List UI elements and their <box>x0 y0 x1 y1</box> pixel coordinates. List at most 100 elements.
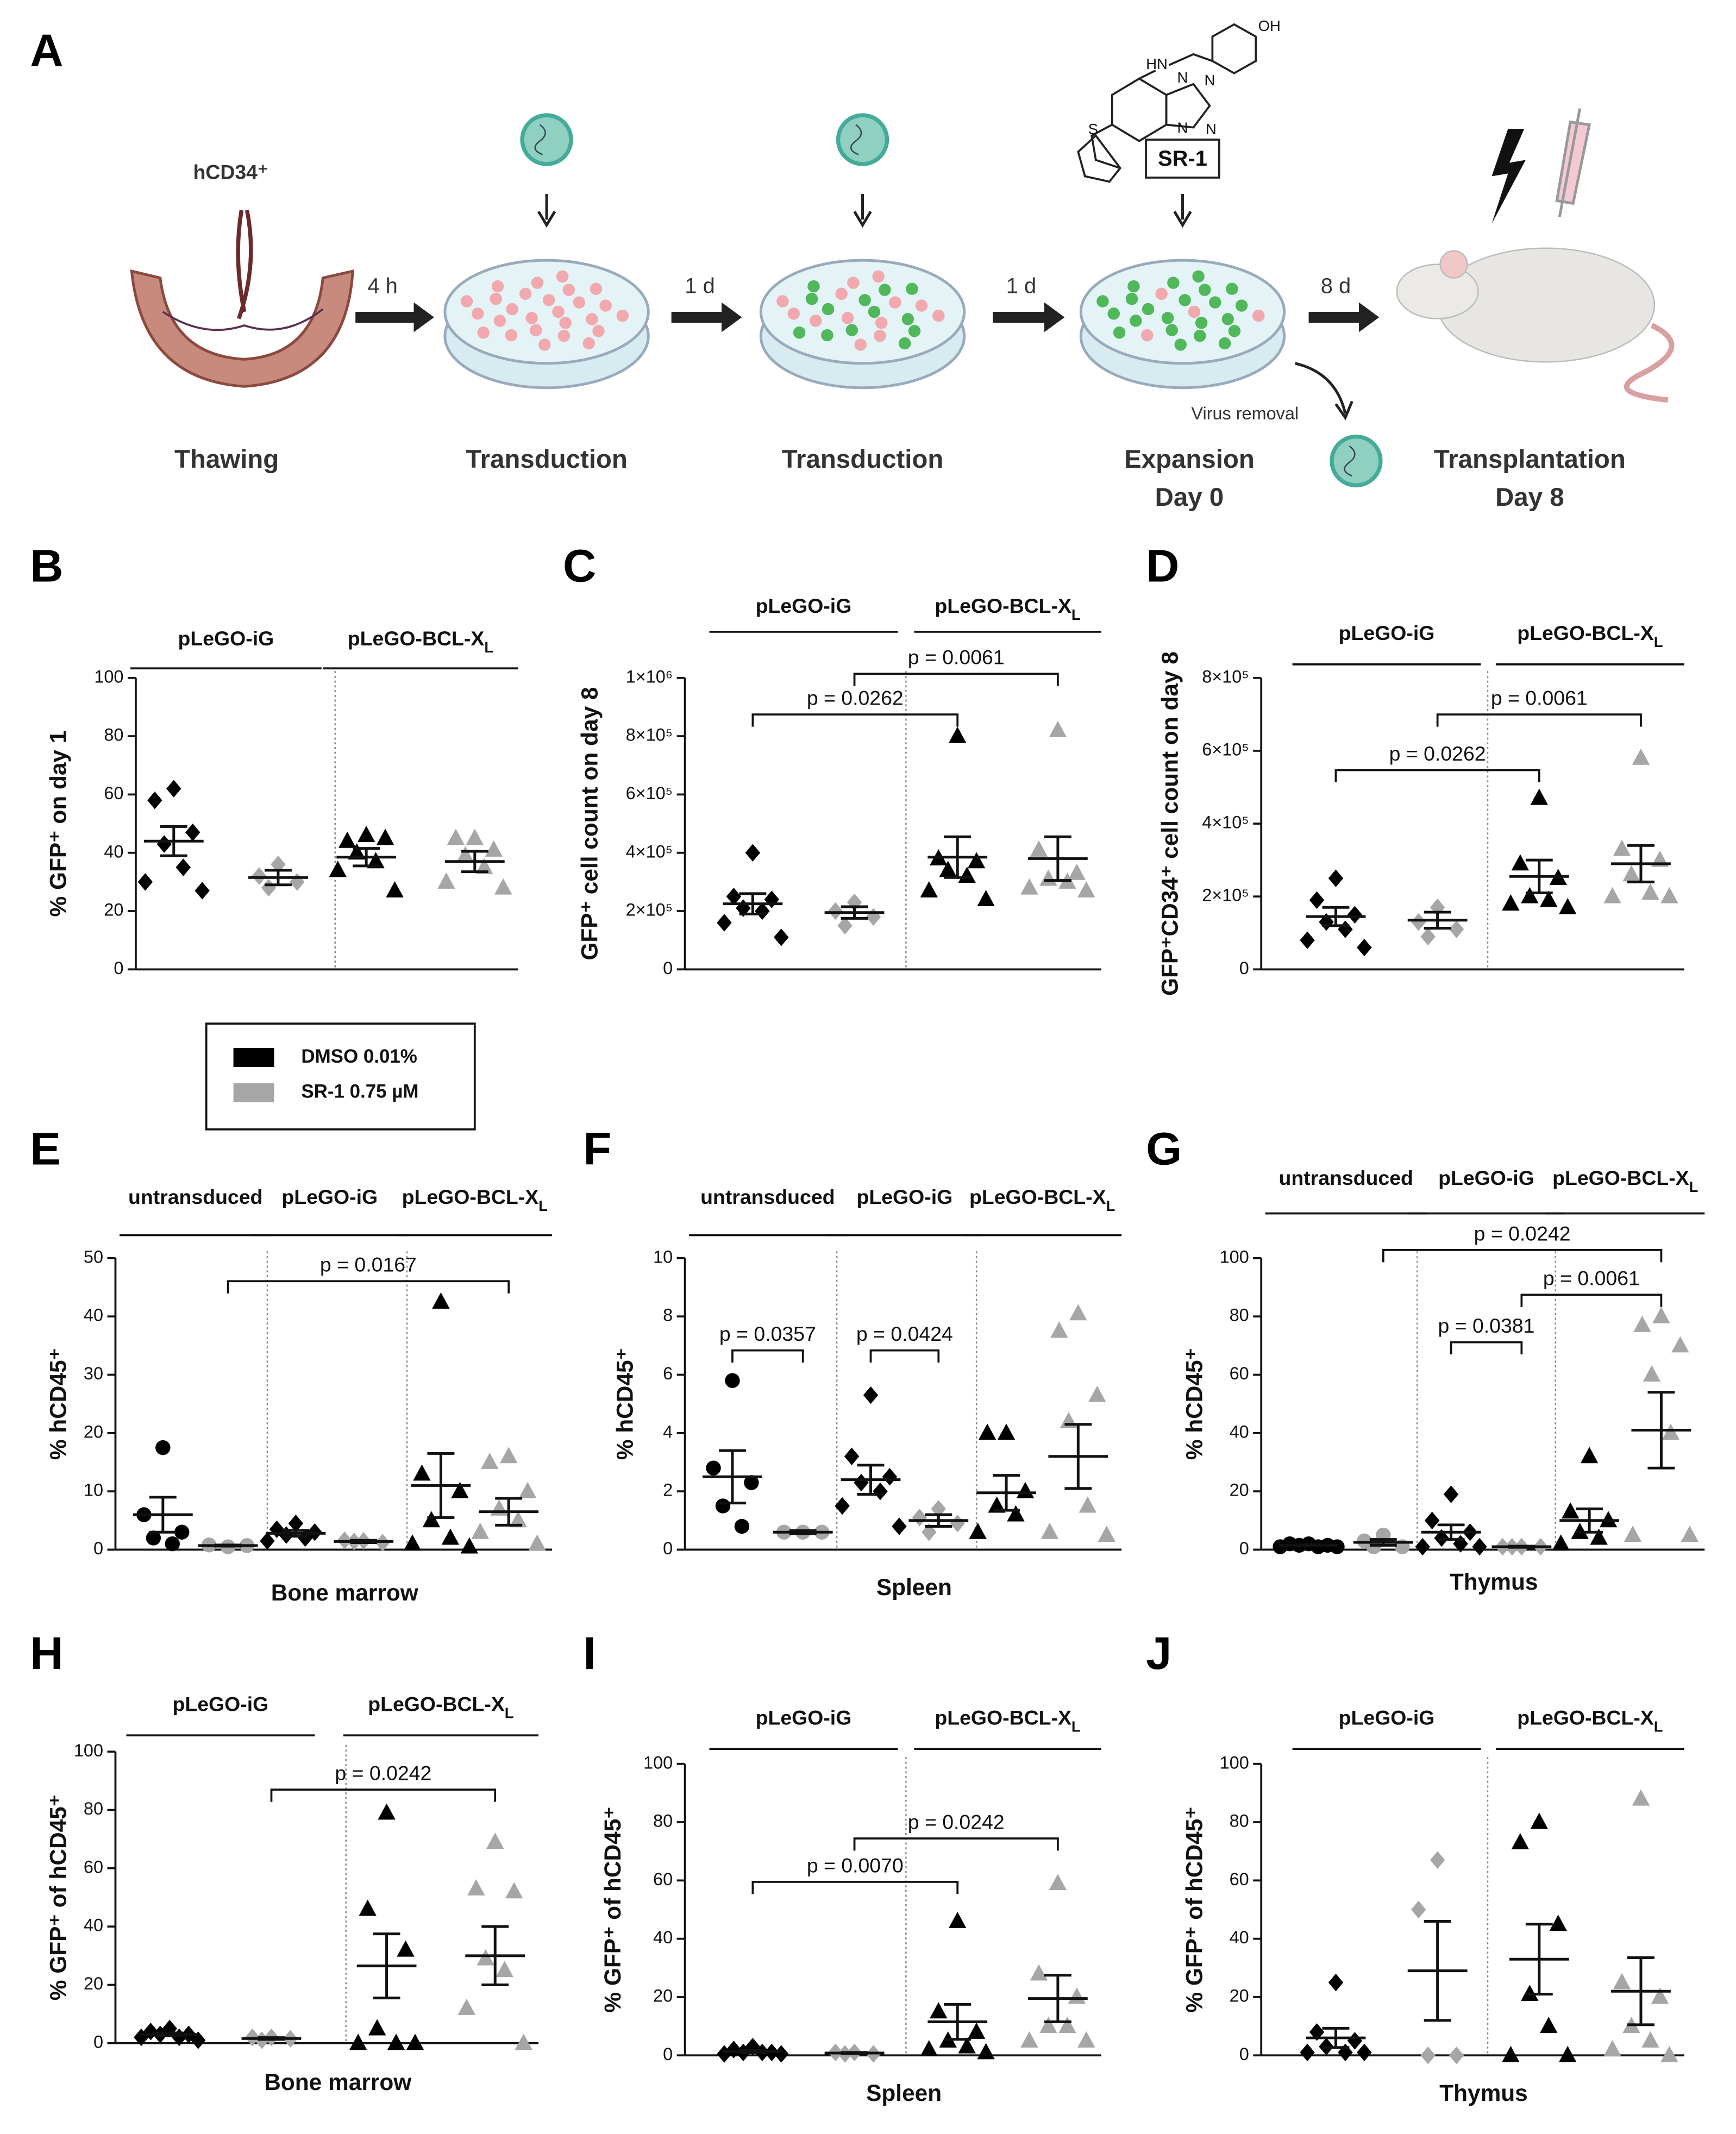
data-point <box>1020 878 1038 895</box>
significance-bracket <box>853 673 1059 686</box>
cell <box>901 313 914 325</box>
data-point <box>156 835 172 853</box>
legend-label: DMSO 0.01% <box>301 1046 417 1067</box>
x-axis-label: Bone marrow <box>271 1580 419 1605</box>
syringe-icon <box>1555 108 1591 217</box>
y-tick-label: 40 <box>84 1305 103 1325</box>
data-point <box>977 2043 995 2060</box>
data-point <box>1049 1874 1067 1891</box>
data-point <box>837 917 853 935</box>
y-tick-label: 60 <box>653 1869 673 1889</box>
y-tick-label: 60 <box>1230 1364 1249 1383</box>
sem-bar <box>993 1474 1020 1512</box>
data-point <box>1472 1537 1487 1556</box>
data-point <box>486 1832 504 1849</box>
x-axis-label: Spleen <box>866 2080 942 2106</box>
data-point <box>359 1899 377 1916</box>
data-point <box>437 872 455 889</box>
sem-bar <box>789 1529 817 1535</box>
data-point <box>441 1528 460 1545</box>
data-point <box>1077 2031 1095 2048</box>
p-value-label: p = 0.0061 <box>1491 687 1588 710</box>
y-tick-label: 100 <box>74 1741 103 1760</box>
significance-bracket <box>1520 1294 1663 1307</box>
data-point <box>1039 2017 1057 2033</box>
ring <box>1077 134 1122 183</box>
data-point <box>1068 863 1086 880</box>
data-point <box>190 2031 206 2049</box>
data-point <box>471 1522 489 1539</box>
data-point <box>930 2002 948 2019</box>
cell <box>460 295 473 307</box>
group-header-text: pLeGO-BCL-X <box>935 594 1071 617</box>
data-point <box>1309 2023 1325 2041</box>
data-point <box>481 1452 499 1469</box>
stage-label: Transduction <box>782 445 944 474</box>
p-value-label: p = 0.0070 <box>807 1854 904 1876</box>
cell <box>538 338 551 351</box>
mouse-ear <box>1439 250 1468 279</box>
sem-bar <box>1424 911 1451 930</box>
interval-label: 8 d <box>1321 274 1351 298</box>
data-point <box>744 1475 759 1490</box>
bond <box>1091 53 1213 170</box>
cell <box>525 312 538 324</box>
cell <box>472 307 484 320</box>
cell <box>1167 277 1180 289</box>
group-header: pLeGO-iG <box>756 594 852 617</box>
sem-bar <box>841 2051 868 2055</box>
cell <box>858 294 871 306</box>
stage-label: Day 0 <box>1155 483 1224 512</box>
cell <box>845 324 858 336</box>
data-point <box>403 1534 422 1551</box>
data-point <box>466 829 484 845</box>
atom-label: OH <box>1258 17 1281 34</box>
stage-label: Day 8 <box>1495 483 1564 512</box>
atom-label: S <box>1088 121 1098 137</box>
data-point <box>457 1998 476 2015</box>
y-tick-label: 0 <box>1239 1539 1249 1558</box>
y-tick-label: 40 <box>1230 1422 1249 1441</box>
virus-body <box>1330 434 1383 488</box>
side-step-label: Virus removal <box>1191 404 1299 423</box>
group-header: pLeGO-BCL-XL <box>1552 1166 1698 1195</box>
y-tick-label: 8×10⁵ <box>1202 667 1249 686</box>
cell <box>1192 270 1205 283</box>
panel-letter: H <box>30 1627 63 1679</box>
panel-letter: D <box>1146 540 1179 592</box>
data-point <box>1643 1365 1661 1382</box>
atom-label: N <box>1177 69 1188 86</box>
data-point <box>755 902 770 920</box>
legend-swatch <box>233 1048 274 1067</box>
cell <box>898 337 911 350</box>
cell <box>879 284 891 296</box>
cell <box>559 317 572 329</box>
y-axis-label: % hCD45⁺ <box>612 1348 637 1460</box>
significance-bracket <box>731 1349 804 1363</box>
data-point <box>1443 1485 1459 1503</box>
group-header-text: pLeGO-BCL-X <box>1517 622 1654 644</box>
irradiation-icon <box>1491 129 1526 224</box>
y-tick-label: 8×10⁵ <box>626 725 673 745</box>
x-axis-label: Bone marrow <box>264 2069 412 2095</box>
y-tick-label: 40 <box>1230 1928 1249 1947</box>
cell <box>1127 280 1140 293</box>
y-tick-label: 20 <box>104 900 123 920</box>
stage-label: Expansion <box>1124 445 1255 474</box>
arrow <box>1308 302 1380 332</box>
data-point <box>706 1460 721 1476</box>
data-point <box>920 881 938 897</box>
significance-bracket <box>1334 769 1540 782</box>
data-point <box>1624 1526 1642 1542</box>
cell <box>835 287 848 300</box>
data-point <box>882 1468 898 1486</box>
group-header: pLeGO-iG <box>756 1706 852 1729</box>
arrow <box>853 193 872 228</box>
data-point <box>774 2045 789 2063</box>
compound-box <box>1145 139 1220 179</box>
data-point <box>447 829 465 845</box>
sem-bar <box>1322 906 1350 927</box>
group-header: pLeGO-BCL-XL <box>402 1185 548 1214</box>
significance-bracket <box>227 1280 510 1294</box>
